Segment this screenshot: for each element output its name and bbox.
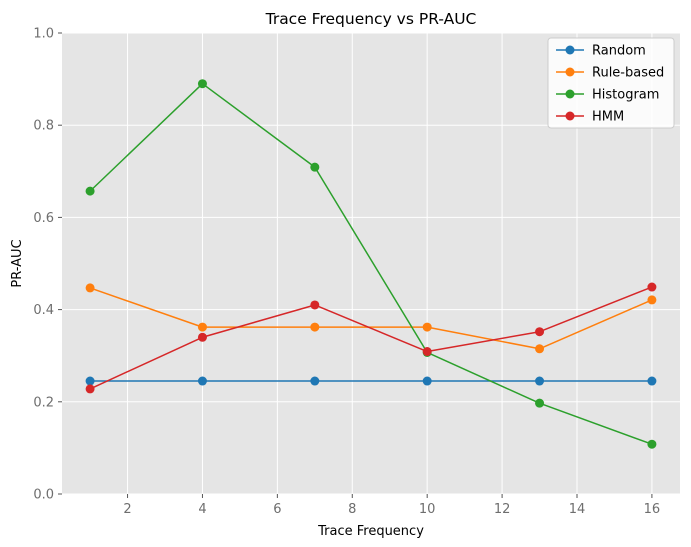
data-point-random [535,376,545,386]
data-point-hmm [647,282,657,292]
series-line-histogram [89,82,653,445]
data-point-hmm [197,332,207,342]
series-hmm [85,282,657,394]
legend-label: Rule-based [592,66,664,81]
data-point-random [197,376,207,386]
y-tick-label: 0.4 [33,303,54,318]
data-point-histogram [85,186,95,196]
y-axis-label: PR-AUC [10,239,25,287]
legend-label: Random [592,44,646,59]
data-point-histogram [310,162,320,172]
data-point-histogram [535,398,545,408]
data-point-random [310,376,320,386]
series-line-rule-based [89,287,653,350]
x-tick-label: 2 [123,502,131,517]
data-point-random [647,376,657,386]
y-tick-label: 0.2 [33,395,54,410]
data-point-hmm [422,347,432,357]
legend-swatch-marker [565,89,575,99]
legend-box [547,37,675,129]
x-tick-label: 16 [644,502,661,517]
data-point-random [85,376,95,386]
series-layer [85,79,657,449]
legend-item-rule-based: Rule-based [556,66,664,81]
legend: Random Rule-based Histogram HMM [547,37,675,129]
x-tick-label: 12 [494,502,511,517]
data-point-hmm [85,384,95,394]
y-tick-label: 0.8 [33,119,54,134]
data-point-random [422,376,432,386]
series-line-hmm [89,286,653,390]
series-rule-based [85,283,657,354]
legend-label: HMM [592,110,624,125]
x-axis-label: Trace Frequency [317,524,424,539]
y-tick-label: 1.0 [33,27,54,42]
y-tick-label: 0.0 [33,488,54,503]
y-tick-label: 0.6 [33,211,54,226]
data-point-histogram [197,79,207,89]
data-point-hmm [310,300,320,310]
legend-item-random: Random [556,44,646,59]
legend-swatch-marker [565,111,575,121]
x-tick-label: 10 [419,502,436,517]
x-tick-label: 14 [569,502,586,517]
tick-labels: 2 4 6 8 10 12 14 16 0.0 0.2 0.4 0.6 0.8 1.0 [33,27,660,518]
data-point-rule-based [535,344,545,354]
data-point-hmm [535,327,545,337]
legend-label: Histogram [592,88,659,103]
legend-item-histogram: Histogram [556,88,659,103]
x-tick-label: 4 [198,502,206,517]
x-tick-label: 6 [273,502,281,517]
data-point-rule-based [422,322,432,332]
x-tick-label: 8 [348,502,356,517]
data-point-rule-based [310,322,320,332]
data-point-rule-based [647,295,657,305]
legend-swatch-marker [565,67,575,77]
legend-swatch-marker [565,45,575,55]
legend-item-hmm: HMM [556,110,624,125]
series-random [85,376,657,386]
data-point-rule-based [85,283,95,293]
chart-title: Trace Frequency vs PR-AUC [265,10,477,28]
data-point-rule-based [197,322,207,332]
data-point-histogram [647,439,657,449]
